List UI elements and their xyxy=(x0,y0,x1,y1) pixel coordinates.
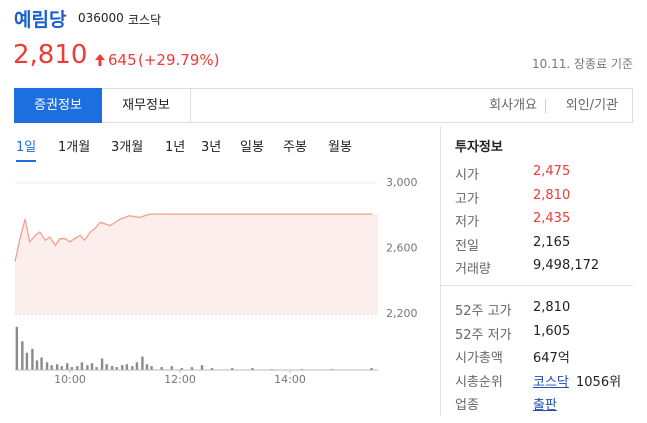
info-label: 52주 저가 xyxy=(455,327,512,343)
tab-bar: 증권정보 재무정보 회사개요 외인/기관 xyxy=(14,88,633,123)
period-tab[interactable]: 1일 xyxy=(16,136,37,162)
volume-bar xyxy=(210,368,214,370)
divider xyxy=(440,126,441,416)
volume-bar xyxy=(150,366,153,370)
volume-bar xyxy=(80,362,84,370)
volume-bar xyxy=(25,352,29,370)
market: 코스닥 xyxy=(128,13,162,27)
chart: 2,200 2,600 3,000 10:00 12:00 14:00 xyxy=(14,176,418,386)
volume-bar xyxy=(121,365,124,370)
info-value: 1056위 xyxy=(576,374,622,390)
volume-bar xyxy=(60,366,63,370)
link[interactable]: 회사개요 xyxy=(489,99,546,113)
change-rate: (+29.79%) xyxy=(138,51,220,69)
info-label: 시총순위 xyxy=(455,374,503,390)
period-tab[interactable]: 일봉 xyxy=(240,140,264,155)
area xyxy=(15,214,378,314)
volume-bar xyxy=(115,367,118,370)
volume-bar xyxy=(145,364,149,370)
info-label: 전일 xyxy=(455,238,479,254)
period-tab[interactable]: 3년 xyxy=(201,140,222,155)
volume-bar xyxy=(370,368,373,370)
info-value: 647억 xyxy=(533,351,570,366)
x-tick-label: 14:00 xyxy=(274,373,306,386)
period-tab[interactable]: 월봉 xyxy=(328,140,352,155)
stock-name[interactable]: 예림당 xyxy=(14,9,67,31)
tab[interactable]: 증권정보 xyxy=(14,88,102,123)
volume-bar xyxy=(125,364,129,370)
volume-bar xyxy=(110,366,114,370)
volume-bar xyxy=(95,367,98,370)
y-tick-label: 3,000 xyxy=(386,176,418,189)
volume-bar xyxy=(160,367,163,370)
period-tab[interactable]: 3개월 xyxy=(111,140,144,155)
volume-bar xyxy=(180,368,184,370)
period-tab[interactable]: 1개월 xyxy=(58,140,91,155)
volume-bar xyxy=(45,362,49,370)
divider xyxy=(440,285,633,286)
volume-bar xyxy=(135,362,139,370)
info-value: 2,435 xyxy=(533,211,571,226)
volume-bar xyxy=(31,348,34,370)
volume-bar xyxy=(35,360,39,370)
info-label: 시가총액 xyxy=(455,351,503,366)
volume-bar xyxy=(131,366,134,370)
info-value: 2,165 xyxy=(533,234,571,250)
y-tick-label: 2,600 xyxy=(386,242,418,255)
volume-bar xyxy=(141,356,144,370)
volume-bar xyxy=(76,366,79,370)
change: 645 xyxy=(108,51,137,69)
info-link[interactable]: 코스닥 xyxy=(533,374,569,390)
price: 2,810 xyxy=(13,40,88,70)
info-label: 거래량 xyxy=(455,262,491,277)
info-value: 2,810 xyxy=(533,300,571,315)
volume-bar xyxy=(50,365,53,370)
info-label: 52주 고가 xyxy=(455,304,512,319)
info-label: 고가 xyxy=(455,191,479,207)
link[interactable]: 외인/기관 xyxy=(565,98,618,113)
volume-bar xyxy=(90,363,94,370)
line xyxy=(14,213,373,262)
volume-bar xyxy=(70,367,74,370)
info-label: 업종 xyxy=(455,398,479,413)
volume-bar xyxy=(21,341,24,370)
volume-bar xyxy=(40,357,43,370)
info-value: 1,605 xyxy=(533,323,571,339)
volume-bar xyxy=(55,364,59,370)
info-value: 2,475 xyxy=(533,164,571,179)
info-label: 저가 xyxy=(455,215,479,230)
volume-bar xyxy=(105,364,108,370)
stock-code: 036000 xyxy=(78,11,124,25)
as-of: 10.11. 장종료 기준 xyxy=(532,57,633,71)
info-title: 투자정보 xyxy=(455,140,503,155)
volume-bar xyxy=(66,363,69,370)
volume-bar xyxy=(251,368,254,370)
info-value: 2,810 xyxy=(533,187,571,203)
volume-bar xyxy=(170,366,173,370)
volume-bar xyxy=(15,326,19,370)
volume-bar xyxy=(200,365,204,370)
volume-bar xyxy=(86,365,89,370)
y-tick-label: 2,200 xyxy=(386,307,418,320)
period-tab[interactable]: 주봉 xyxy=(283,140,307,155)
x-tick-label: 12:00 xyxy=(164,373,196,386)
info-link[interactable]: 출판 xyxy=(533,398,557,413)
volume-bar xyxy=(190,367,194,370)
up-arrow xyxy=(95,54,105,66)
volume-bar xyxy=(231,368,234,370)
info-value: 9,498,172 xyxy=(533,258,600,273)
tab[interactable]: 재무정보 xyxy=(102,89,191,122)
info-label: 시가 xyxy=(455,168,479,183)
volume-bar xyxy=(100,358,104,370)
period-tab[interactable]: 1년 xyxy=(165,140,186,155)
x-tick-label: 10:00 xyxy=(54,373,86,386)
